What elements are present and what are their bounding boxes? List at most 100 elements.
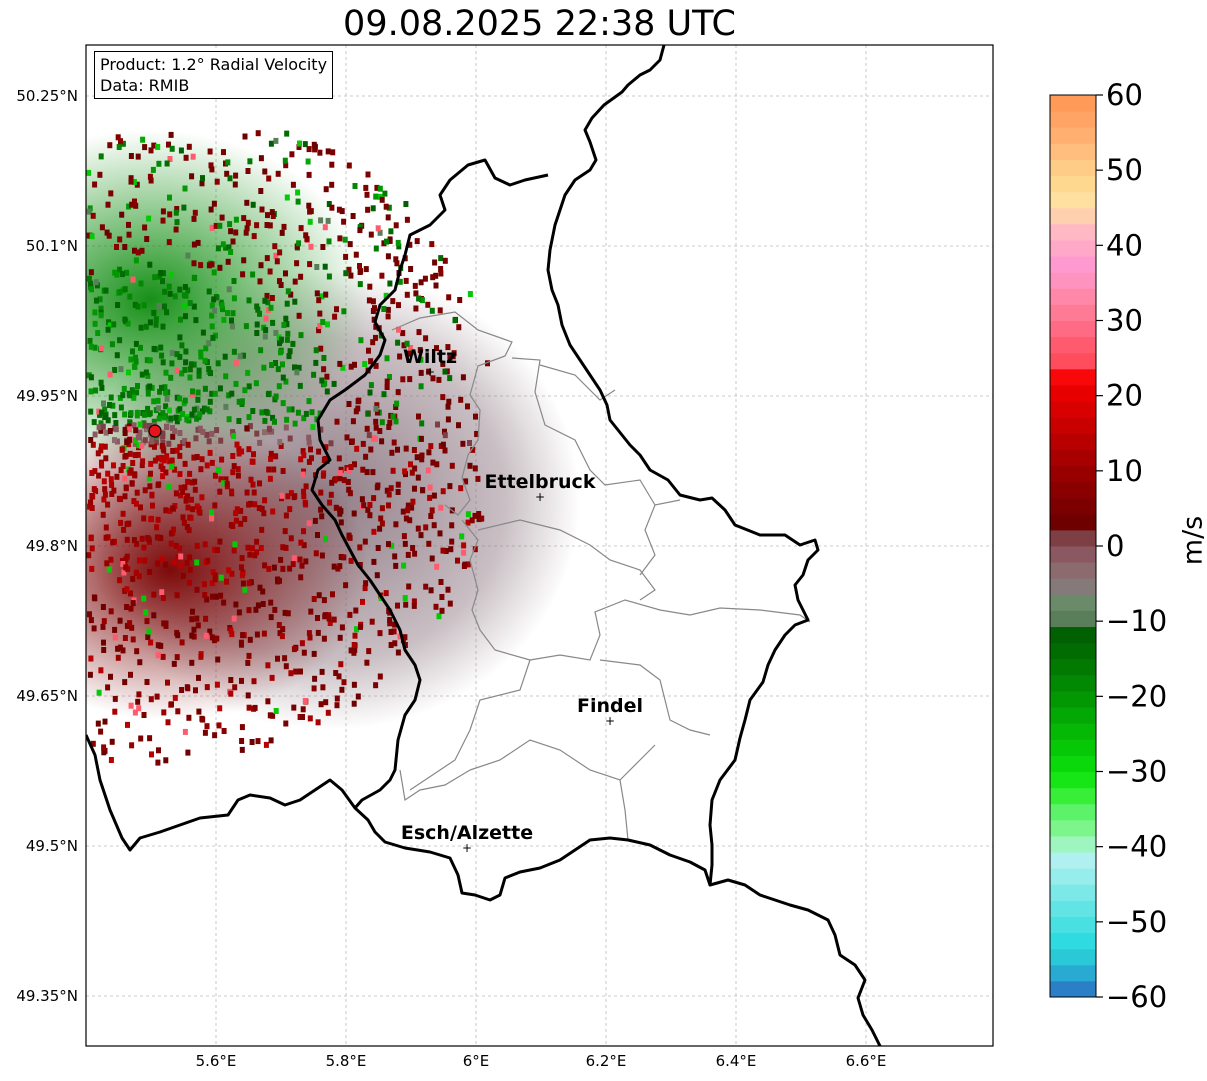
echo-pixel <box>440 394 446 401</box>
echo-pixel <box>120 140 126 147</box>
echo-pixel <box>402 595 408 601</box>
echo-pixel <box>368 446 374 453</box>
echo-pixel <box>272 418 277 425</box>
echo-pixel <box>370 339 376 346</box>
echo-pixel <box>301 528 306 535</box>
colorbar-swatch <box>1050 642 1096 660</box>
echo-pixel <box>214 681 220 688</box>
echo-pixel <box>117 289 123 296</box>
echo-pixel <box>239 724 245 731</box>
echo-pixel <box>402 642 408 648</box>
echo-pixel <box>364 191 370 198</box>
echo-pixel <box>156 481 162 488</box>
echo-pixel <box>427 484 433 491</box>
echo-pixel <box>124 439 130 446</box>
echo-pixel <box>128 702 134 709</box>
echo-pixel <box>147 319 153 326</box>
echo-pixel <box>377 673 383 680</box>
echo-pixel <box>198 353 204 360</box>
echo-pixel <box>229 488 234 495</box>
echo-pixel <box>373 418 379 425</box>
echo-pixel <box>306 439 312 446</box>
echo-pixel <box>166 239 172 246</box>
colorbar-swatch <box>1050 239 1096 257</box>
echo-pixel <box>199 715 205 722</box>
echo-pixel <box>371 528 377 535</box>
echo-pixel <box>303 558 309 565</box>
echo-pixel <box>348 363 354 370</box>
echo-pixel <box>474 431 480 437</box>
echo-pixel <box>137 429 143 436</box>
echo-pixel <box>381 306 387 312</box>
echo-pixel <box>189 411 195 418</box>
colorbar-swatch <box>1050 272 1096 289</box>
echo-pixel <box>216 722 222 729</box>
echo-pixel <box>144 357 150 364</box>
echo-pixel <box>438 504 444 511</box>
echo-pixel <box>392 640 398 647</box>
echo-pixel <box>112 708 118 715</box>
echo-pixel <box>139 462 145 469</box>
echo-pixel <box>161 414 167 421</box>
echo-pixel <box>115 645 121 652</box>
echo-pixel <box>160 278 165 285</box>
echo-pixel <box>429 241 435 248</box>
echo-pixel <box>301 452 307 459</box>
echo-pixel <box>98 667 104 674</box>
echo-pixel <box>135 698 141 705</box>
echo-pixel <box>182 460 188 467</box>
echo-pixel <box>283 424 289 431</box>
echo-pixel <box>88 269 94 276</box>
echo-pixel <box>191 275 197 282</box>
colorbar-swatch <box>1050 674 1096 692</box>
echo-pixel <box>102 443 108 450</box>
echo-pixel <box>122 316 128 323</box>
echo-pixel <box>167 290 173 297</box>
echo-pixel <box>260 588 266 595</box>
lat-tick-label: 50.1°N <box>26 237 78 255</box>
echo-pixel <box>276 622 282 628</box>
colorbar-tick-label: −50 <box>1106 905 1167 939</box>
echo-pixel <box>102 491 108 498</box>
echo-pixel <box>302 499 308 506</box>
echo-pixel <box>233 380 239 387</box>
echo-pixel <box>404 216 410 223</box>
echo-pixel <box>377 428 383 434</box>
echo-pixel <box>182 438 188 444</box>
echo-pixel <box>315 629 321 636</box>
echo-pixel <box>202 541 208 548</box>
echo-pixel <box>415 474 421 481</box>
echo-pixel <box>174 351 180 358</box>
echo-pixel <box>174 447 180 454</box>
echo-pixel <box>237 353 243 360</box>
echo-pixel <box>306 202 312 209</box>
echo-pixel <box>99 462 105 469</box>
echo-pixel <box>88 408 94 415</box>
radar-site-marker <box>148 424 162 438</box>
colorbar-swatch <box>1050 787 1096 805</box>
country-borders <box>86 45 882 1046</box>
colorbar-swatch <box>1050 529 1096 547</box>
echo-pixel <box>169 463 175 470</box>
echo-pixel <box>221 316 227 323</box>
echo-pixel <box>357 544 363 551</box>
echo-pixel <box>145 405 151 412</box>
echo-pixel <box>190 388 195 395</box>
echo-pixel <box>206 288 212 295</box>
echo-pixel <box>326 612 332 619</box>
echo-pixel <box>381 391 387 398</box>
echo-pixel <box>120 561 126 567</box>
echo-pixel <box>461 549 467 556</box>
echo-pixel <box>351 642 357 648</box>
echo-pixel <box>242 387 248 394</box>
echo-pixel <box>209 312 215 319</box>
echo-pixel <box>178 492 184 499</box>
echo-pixel <box>225 310 230 316</box>
echo-pixel <box>201 581 207 588</box>
echo-pixel <box>287 506 293 513</box>
echo-pixel <box>272 243 278 250</box>
echo-pixel <box>142 487 148 494</box>
echo-pixel <box>366 347 371 354</box>
echo-pixel <box>268 599 274 606</box>
echo-pixel <box>257 584 263 591</box>
